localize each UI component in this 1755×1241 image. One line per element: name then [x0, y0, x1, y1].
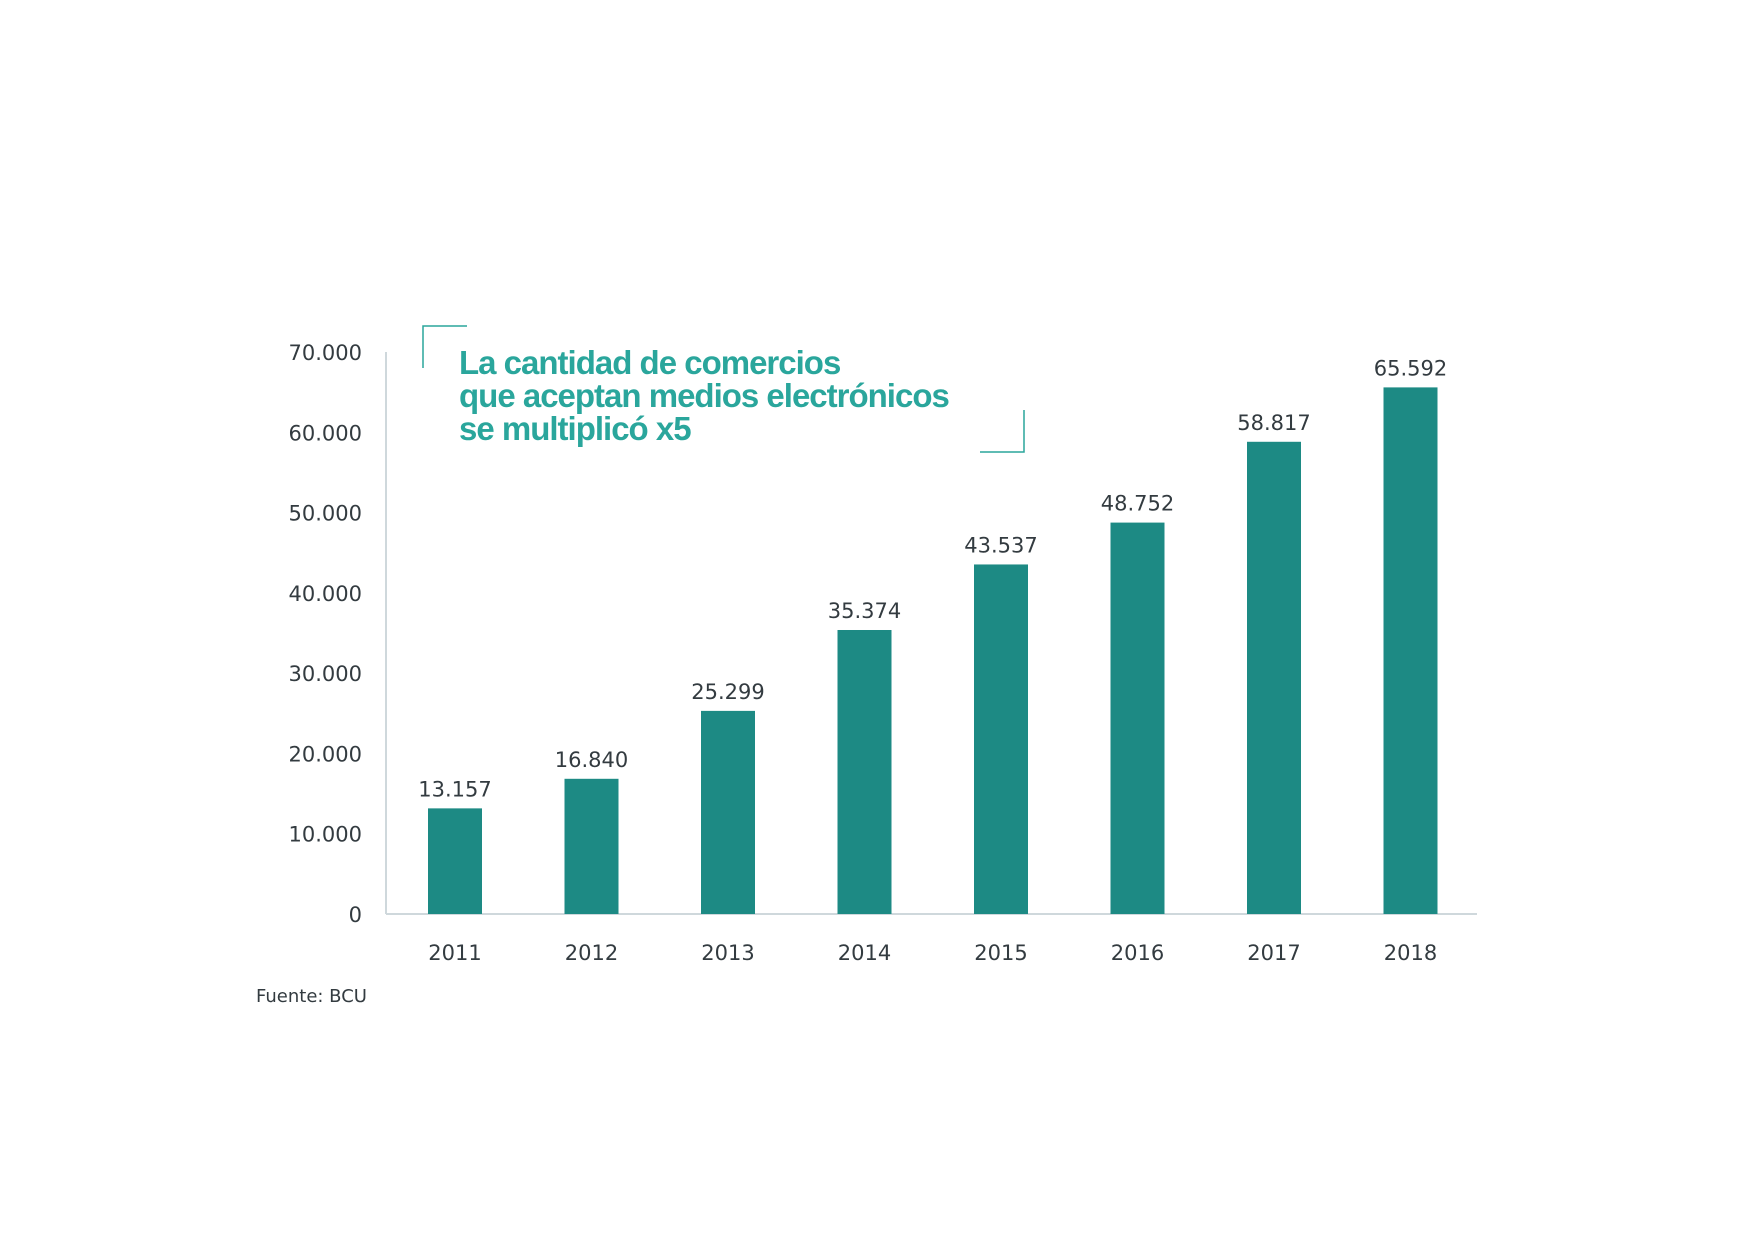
y-axis-ticks: 0 10.000 20.000 30.000 40.000 50.000 60.000 70.…	[289, 341, 362, 927]
bar-2016	[1111, 523, 1165, 914]
y-tick-label: 0	[349, 903, 362, 927]
chart-title-line-3: se multiplicó x5	[459, 410, 691, 447]
y-tick-label: 30.000	[289, 662, 362, 686]
x-tick-label-2016: 2016	[1111, 941, 1164, 965]
x-tick-label-2014: 2014	[838, 941, 891, 965]
x-axis-ticks: 2011 2012 2013 2014 2015 2016 2017 2018	[428, 941, 1437, 965]
source-note: Fuente: BCU	[256, 986, 367, 1007]
y-tick-label: 50.000	[289, 502, 362, 526]
y-tick-label: 20.000	[289, 742, 362, 766]
value-label-2011: 13.157	[418, 777, 491, 801]
x-tick-label-2012: 2012	[565, 941, 618, 965]
x-tick-label-2013: 2013	[701, 941, 754, 965]
bar-2015	[974, 564, 1028, 914]
chart-svg: La cantidad de comercios que aceptan med…	[0, 0, 1755, 1241]
bar-2012	[565, 779, 619, 914]
y-tick-label: 40.000	[289, 582, 362, 606]
x-tick-label-2011: 2011	[428, 941, 481, 965]
value-label-2012: 16.840	[555, 748, 628, 772]
y-tick-label: 10.000	[289, 823, 362, 847]
value-label-2014: 35.374	[828, 599, 901, 623]
value-label-2016: 48.752	[1101, 492, 1174, 516]
bar-2017	[1247, 442, 1301, 914]
x-tick-label-2015: 2015	[974, 941, 1027, 965]
value-label-2018: 65.592	[1374, 356, 1447, 380]
y-tick-label: 60.000	[289, 421, 362, 445]
bar-2014	[838, 630, 892, 914]
bar-2013	[701, 711, 755, 914]
value-label-2015: 43.537	[964, 533, 1037, 557]
value-label-2017: 58.817	[1237, 411, 1310, 435]
y-tick-label: 70.000	[289, 341, 362, 365]
title-bracket-bottom-right	[980, 410, 1024, 452]
bar-2011	[428, 808, 482, 914]
bar-2018	[1384, 387, 1438, 914]
x-tick-label-2018: 2018	[1384, 941, 1437, 965]
x-tick-label-2017: 2017	[1247, 941, 1300, 965]
value-label-2013: 25.299	[691, 680, 764, 704]
chart-title-line-2: que aceptan medios electrónicos	[459, 377, 949, 414]
bars	[428, 387, 1438, 914]
chart-title-line-1: La cantidad de comercios	[459, 344, 840, 381]
